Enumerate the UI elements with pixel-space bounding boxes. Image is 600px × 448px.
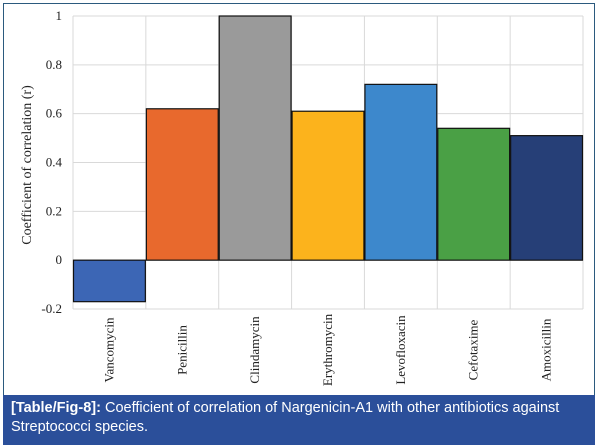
y-tick-label: 0.4 xyxy=(46,155,63,170)
x-category-label: Erythromycin xyxy=(320,313,335,386)
x-category-label: Penicillin xyxy=(174,325,189,375)
bar-erythromycin xyxy=(291,110,365,261)
x-category-label: Clindamycin xyxy=(247,316,262,384)
y-tick-label: 0.8 xyxy=(46,57,62,72)
caption-label: [Table/Fig-8]: xyxy=(11,400,101,416)
y-tick-label: 0.2 xyxy=(46,203,62,218)
y-axis-label: Coefficient of correlation (r) xyxy=(20,85,35,245)
y-tick-label: 1 xyxy=(56,8,63,23)
x-axis-categories: Vancomycin Penicillin Clindamycin Erythromy… xyxy=(101,313,553,386)
bar-amoxicillin xyxy=(510,135,584,261)
caption-text: Coefficient of correlation of Nargenicin… xyxy=(11,400,560,435)
bar-levofloxacin xyxy=(364,83,438,261)
x-category-label: Cefotaxime xyxy=(466,319,481,380)
y-axis-ticks: -0.2 0 0.2 0.4 0.6 0.8 1 xyxy=(41,8,62,316)
bar-penicillin xyxy=(145,108,219,261)
x-category-label: Amoxicillin xyxy=(539,318,554,381)
y-tick-label: 0 xyxy=(56,252,63,267)
y-tick-label: 0.6 xyxy=(46,106,63,121)
bar-chart: -0.2 0 0.2 0.4 0.6 0.8 1 Vancomycin Penicillin C… xyxy=(20,8,584,386)
x-category-label: Vancomycin xyxy=(101,317,116,382)
bar-cefotaxime xyxy=(437,127,511,261)
x-category-label: Levofloxacin xyxy=(393,315,408,385)
figure-caption: [Table/Fig-8]: Coefficient of correlatio… xyxy=(3,395,595,445)
y-tick-label: -0.2 xyxy=(41,301,62,316)
bar-vancomycin xyxy=(72,259,146,303)
bar-clindamycin xyxy=(218,15,292,261)
bars xyxy=(72,15,584,303)
